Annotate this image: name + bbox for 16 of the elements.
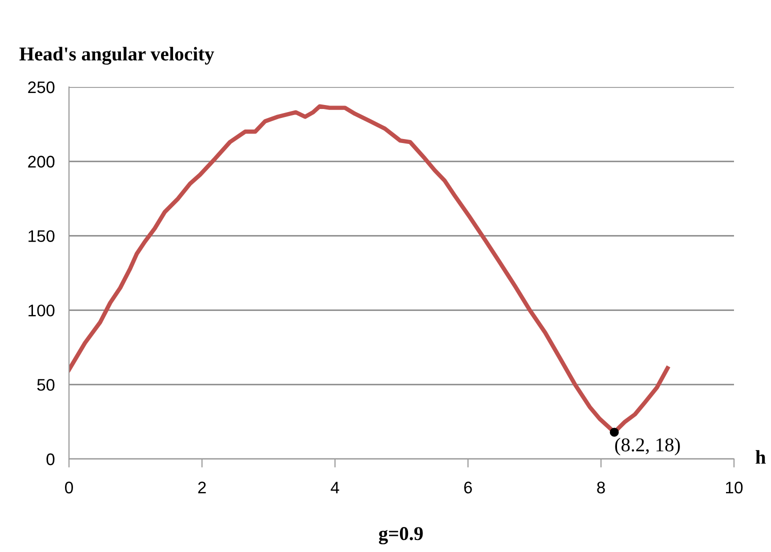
x-tick-label: 8: [597, 482, 605, 494]
x-axis-title: h: [756, 450, 766, 464]
y-axis-title: Head's angular velocity: [19, 46, 214, 65]
x-tick-label: 10: [726, 482, 743, 494]
x-tick-label: 6: [464, 482, 472, 494]
y-tick-label: 250: [28, 81, 54, 94]
y-tick-label: 100: [28, 304, 54, 316]
annotation: (8.2, 18): [615, 438, 680, 456]
x-tick-label: 4: [330, 482, 340, 494]
x-tick-label: 2: [198, 482, 206, 494]
text: g=0.9: [378, 527, 423, 544]
y-tick-label: 200: [28, 156, 54, 168]
y-tick-label: 150: [28, 230, 54, 242]
x-tick-label: 0: [65, 482, 73, 494]
y-tick-label: 50: [37, 379, 54, 391]
y-tick-label: 0: [46, 453, 54, 466]
